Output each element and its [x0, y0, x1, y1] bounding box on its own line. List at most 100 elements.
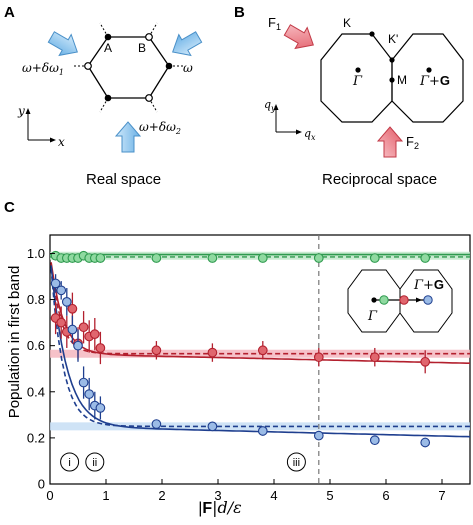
data-point-red	[151, 345, 162, 356]
data-point-blue	[61, 297, 72, 307]
site-b-dot	[145, 33, 153, 41]
y-axis-ticks: 0 0.2 0.4 0.6 0.8 1.0	[27, 246, 55, 492]
data-point-red	[313, 352, 324, 363]
data-point-red	[78, 322, 89, 333]
panel-b-label: B	[234, 4, 245, 21]
series-blue	[50, 274, 431, 448]
plot-frame	[49, 234, 471, 485]
real-space-axes: y x	[17, 104, 65, 149]
data-point-red	[89, 329, 100, 339]
kprime-point-label: K'	[388, 32, 398, 46]
kprime-point-dot	[389, 57, 395, 63]
data-point-blue	[420, 437, 431, 448]
freq-right-label: ω	[183, 61, 193, 75]
data-point-green	[257, 253, 268, 263]
data-point-blue	[67, 324, 78, 335]
data-point-red	[207, 347, 218, 358]
inset-blue-dot	[423, 295, 433, 305]
reciprocal-axes: qy qx	[264, 98, 316, 142]
series-red	[50, 292, 431, 374]
panel-a-label: A	[4, 4, 15, 21]
regime-marker-label: iii	[293, 457, 300, 469]
regime-marker-circle	[60, 452, 80, 472]
regime-marker-label: ii	[92, 457, 97, 469]
data-point-red	[56, 317, 67, 328]
gamma-point-dot	[355, 67, 361, 73]
x-axis-label: |F|d/ε	[198, 498, 242, 517]
force-arrow-1	[283, 24, 314, 50]
data-point-blue	[78, 377, 89, 388]
gamma-g-label: Γ+G	[419, 73, 450, 89]
force-arrow-2	[376, 126, 404, 158]
data-point-red	[369, 352, 380, 363]
inset-gamma-label: Γ	[367, 309, 378, 324]
inset-diagram: Γ Γ+G	[340, 264, 464, 336]
inset-red-dot	[399, 295, 409, 305]
regime-markers: i ii iii	[60, 452, 306, 472]
x-tick-label: 3	[214, 488, 221, 503]
beam-arrow-bottom	[114, 121, 142, 153]
data-point-blue	[50, 278, 61, 289]
fit-red-solid	[50, 262, 470, 364]
x-axis-ticks: 0 1 2 3 4 5 6 7	[46, 479, 446, 503]
k-point-label: K	[343, 16, 351, 30]
data-point-blue	[73, 340, 83, 351]
x-tick-label: 1	[102, 488, 109, 503]
panel-c-label: C	[4, 199, 15, 216]
regime-marker-circle	[286, 452, 306, 472]
fit-blue-dashed	[50, 268, 470, 428]
m-point-dot	[389, 77, 395, 83]
site-dot	[165, 62, 173, 70]
freq-bottom-label: ω+δω2	[139, 120, 181, 136]
data-point-green	[420, 253, 431, 263]
force-1-label: F1	[268, 15, 281, 32]
site-b-label: B	[138, 41, 146, 55]
panel-a: A A B ω+δω1 ω ω+δω2	[4, 4, 203, 188]
y-tick-label: 1.0	[27, 246, 45, 261]
data-point-blue	[313, 430, 324, 441]
inset-zone-shifted	[399, 269, 453, 333]
data-point-blue	[151, 419, 162, 429]
data-point-red	[257, 345, 268, 356]
y-tick-label: 0.2	[27, 430, 45, 445]
freq-left-label: ω+δω1	[22, 61, 64, 77]
x-tick-label: 6	[382, 488, 389, 503]
series-green	[50, 250, 431, 263]
data-points	[50, 250, 431, 448]
k-point-dot	[369, 31, 375, 37]
axis-qy-label: qy	[264, 98, 276, 113]
x-tick-label: 5	[326, 488, 333, 503]
data-point-green	[369, 253, 380, 263]
x-tick-label: 2	[158, 488, 165, 503]
y-axis-label: Population in first band	[6, 266, 23, 419]
axis-qx-label: qx	[304, 127, 316, 142]
site-dot	[84, 62, 92, 70]
x-tick-label: 7	[438, 488, 445, 503]
data-point-green	[151, 253, 162, 263]
axis-y-label: y	[17, 104, 25, 118]
data-point-blue	[257, 426, 268, 436]
data-point-red	[67, 303, 78, 314]
data-point-blue	[95, 403, 106, 413]
y-tick-label: 0.4	[27, 384, 45, 399]
beam-arrow-right	[172, 31, 203, 57]
data-point-green	[313, 253, 324, 263]
data-point-blue	[369, 435, 380, 446]
regime-marker-label: i	[68, 457, 70, 469]
data-point-green	[207, 253, 218, 263]
x-tick-label: 4	[270, 488, 277, 503]
brillouin-zone-shifted	[391, 33, 464, 123]
real-space-caption: Real space	[86, 171, 161, 188]
beam-arrow-left	[47, 31, 78, 57]
hexagon-lattice	[87, 36, 170, 99]
panel-b: B K K' M Γ Γ+G F1 F2 qy qx Reciprocal s	[234, 4, 464, 188]
data-point-green	[95, 253, 106, 263]
gamma-g-point-dot	[426, 67, 432, 73]
inset-zone	[347, 269, 401, 333]
brillouin-zone	[320, 33, 393, 123]
bond-stubs	[73, 22, 184, 113]
y-tick-label: 0.8	[27, 292, 45, 307]
y-tick-label: 0	[38, 477, 45, 492]
